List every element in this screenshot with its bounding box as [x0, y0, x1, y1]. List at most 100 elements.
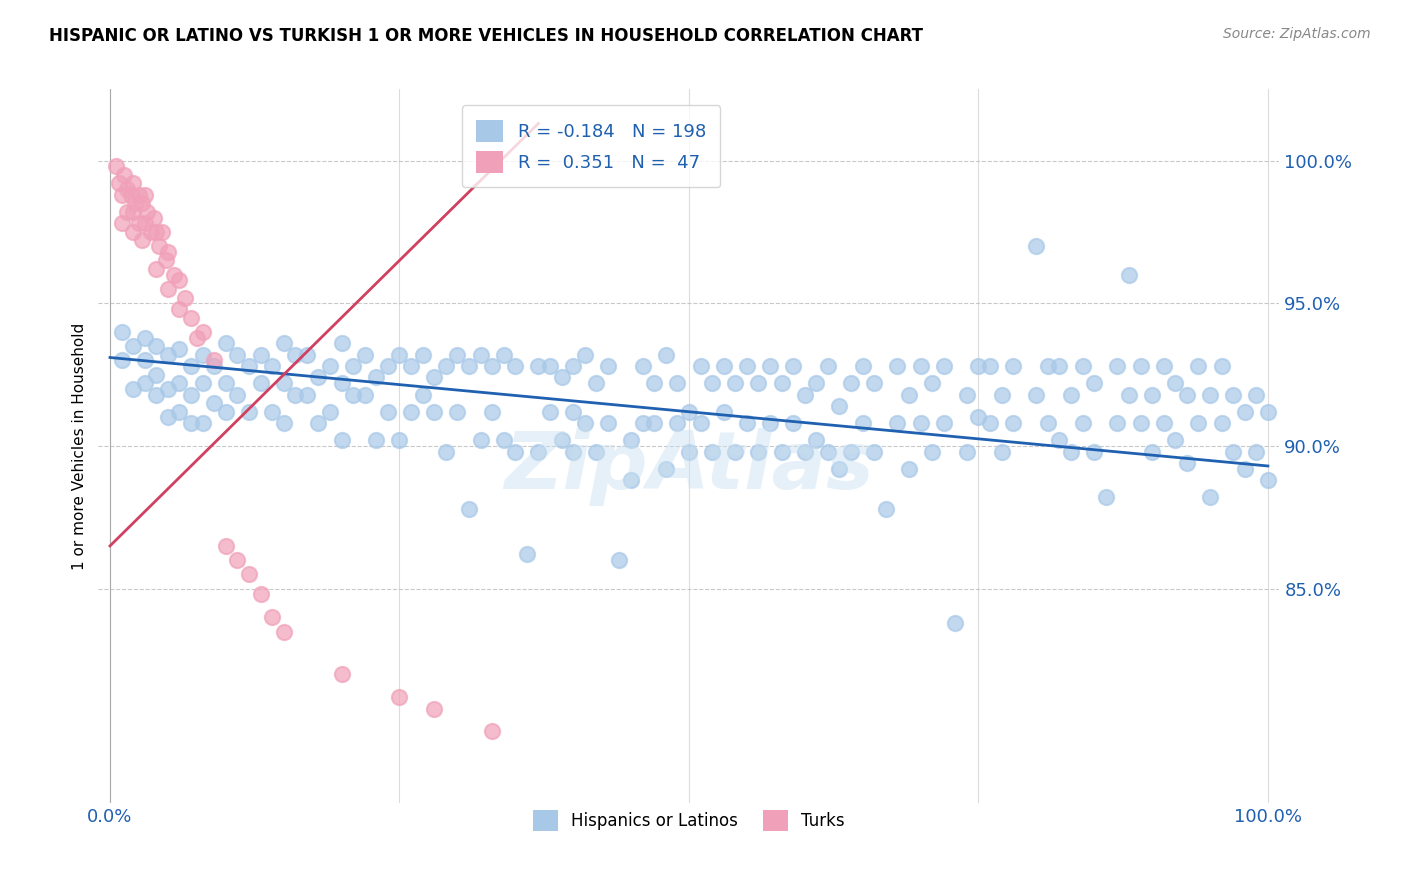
Point [1094, 491, 1116, 505]
Point [839, 376, 862, 391]
Point [724, 444, 747, 458]
Point [169, 405, 191, 419]
Point [1118, 387, 1140, 401]
Point [1060, 387, 1083, 401]
Point [585, 376, 607, 391]
Point [150, 225, 173, 239]
Point [186, 330, 208, 344]
Point [191, 416, 214, 430]
Point [932, 416, 955, 430]
Point [117, 205, 139, 219]
Point [202, 353, 225, 368]
Point [1222, 444, 1244, 458]
Point [423, 370, 446, 384]
Point [108, 177, 131, 191]
Point [124, 196, 146, 211]
Point [319, 405, 342, 419]
Point [180, 310, 202, 325]
Point [262, 610, 284, 624]
Point [273, 416, 295, 430]
Point [110, 325, 132, 339]
Point [492, 348, 515, 362]
Point [249, 376, 271, 391]
Point [148, 239, 170, 253]
Point [202, 359, 225, 373]
Point [759, 359, 782, 373]
Point [215, 405, 238, 419]
Point [434, 359, 457, 373]
Point [388, 348, 411, 362]
Point [1257, 473, 1279, 487]
Point [735, 416, 758, 430]
Point [678, 405, 700, 419]
Point [921, 444, 943, 458]
Point [128, 187, 150, 202]
Point [770, 376, 793, 391]
Point [1083, 444, 1105, 458]
Point [156, 382, 179, 396]
Point [134, 187, 156, 202]
Point [446, 348, 468, 362]
Point [1153, 359, 1175, 373]
Point [828, 462, 851, 476]
Point [1107, 416, 1129, 430]
Point [423, 701, 446, 715]
Point [353, 348, 375, 362]
Point [134, 376, 156, 391]
Y-axis label: 1 or more Vehicles in Household: 1 or more Vehicles in Household [72, 322, 87, 570]
Point [481, 359, 503, 373]
Point [1233, 462, 1256, 476]
Point [793, 387, 815, 401]
Point [689, 359, 711, 373]
Point [1036, 359, 1059, 373]
Point [481, 724, 503, 739]
Point [446, 405, 468, 419]
Point [295, 348, 318, 362]
Point [990, 387, 1012, 401]
Point [538, 405, 561, 419]
Point [470, 434, 492, 448]
Point [747, 444, 769, 458]
Point [886, 416, 908, 430]
Point [180, 359, 202, 373]
Point [1049, 359, 1071, 373]
Point [399, 359, 422, 373]
Point [631, 359, 654, 373]
Point [666, 416, 689, 430]
Point [1199, 491, 1222, 505]
Point [191, 348, 214, 362]
Point [897, 387, 920, 401]
Point [1107, 359, 1129, 373]
Text: Source: ZipAtlas.com: Source: ZipAtlas.com [1223, 27, 1371, 41]
Point [782, 359, 804, 373]
Point [643, 376, 665, 391]
Point [700, 376, 723, 391]
Point [145, 368, 167, 382]
Point [226, 387, 249, 401]
Point [134, 330, 156, 344]
Point [377, 405, 399, 419]
Point [156, 282, 179, 296]
Point [956, 444, 979, 458]
Point [1246, 387, 1268, 401]
Point [131, 196, 153, 211]
Point [562, 405, 585, 419]
Point [1129, 359, 1152, 373]
Point [342, 387, 364, 401]
Point [596, 416, 619, 430]
Text: ZipAtlas: ZipAtlas [503, 428, 875, 507]
Point [295, 387, 318, 401]
Point [1246, 444, 1268, 458]
Point [191, 325, 214, 339]
Point [817, 359, 839, 373]
Point [163, 268, 186, 282]
Point [655, 462, 678, 476]
Point [574, 348, 596, 362]
Point [700, 444, 723, 458]
Point [238, 359, 260, 373]
Point [1071, 359, 1094, 373]
Point [1002, 359, 1025, 373]
Point [399, 405, 422, 419]
Point [481, 405, 503, 419]
Point [631, 416, 654, 430]
